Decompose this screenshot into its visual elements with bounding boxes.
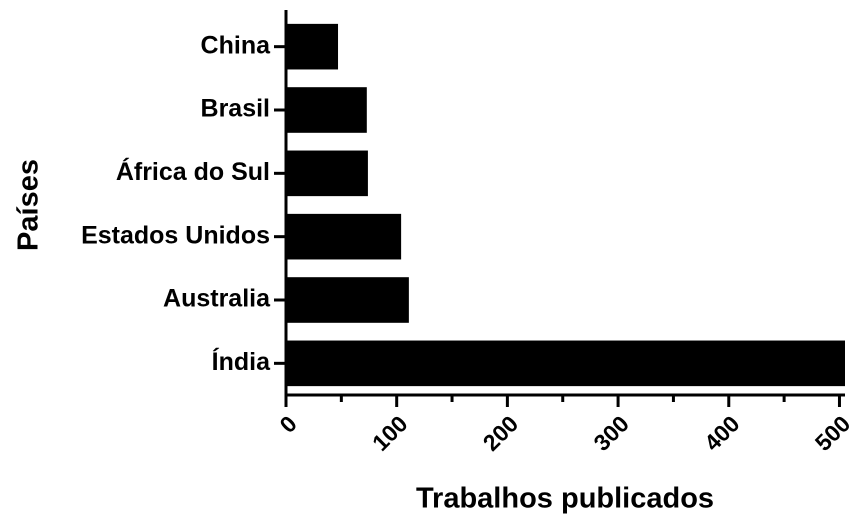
x-tick-label: 0 — [274, 410, 301, 437]
y-tick-label: Brasil — [201, 95, 270, 123]
x-axis-label: Trabalhos publicados — [416, 483, 714, 515]
x-tick-label: 200 — [478, 410, 524, 456]
bar — [286, 23, 339, 70]
x-tick-label: 100 — [367, 410, 413, 456]
bar — [286, 87, 367, 133]
y-tick-label: Australia — [163, 285, 271, 313]
y-tick-label: Índia — [212, 347, 271, 376]
y-tick-label: China — [201, 31, 272, 59]
bar — [286, 277, 409, 323]
x-tick-label: 300 — [588, 410, 634, 456]
x-tick-label: 500 — [810, 410, 855, 456]
bar — [286, 340, 845, 387]
y-axis-label: Países — [13, 159, 45, 251]
bar — [286, 150, 368, 197]
bar — [286, 213, 402, 260]
x-tick-label: 400 — [699, 410, 745, 456]
y-tick-label: África do Sul — [116, 157, 270, 186]
y-tick-label: Estados Unidos — [81, 221, 270, 249]
